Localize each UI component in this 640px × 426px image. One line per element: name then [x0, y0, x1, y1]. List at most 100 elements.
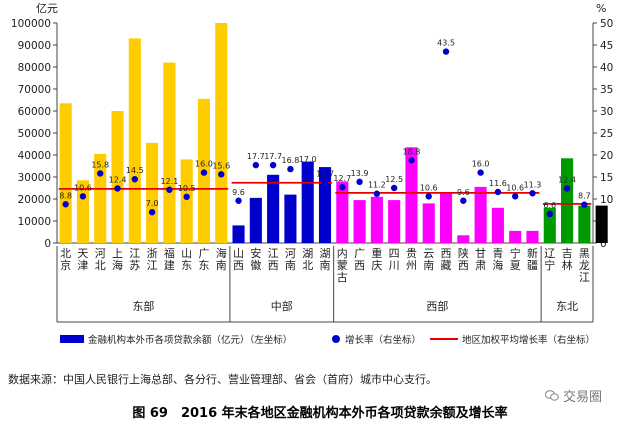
category-label: 重 — [371, 246, 382, 260]
growth-dot — [339, 183, 346, 191]
bar — [422, 203, 435, 243]
category-label: 南 — [423, 259, 434, 272]
legend-dot-swatch — [332, 335, 340, 343]
growth-label: 8.8 — [59, 191, 72, 200]
category-label: 西 — [354, 259, 365, 272]
right-tick-label: 40 — [600, 62, 613, 74]
left-tick-label: 0 — [44, 238, 51, 250]
growth-label: 12.1 — [160, 177, 178, 186]
growth-label: 11.6 — [489, 179, 507, 188]
growth-label: 8.7 — [578, 192, 591, 201]
bar — [163, 62, 176, 243]
bar — [284, 194, 297, 243]
bar — [561, 158, 574, 243]
legend-line-swatch — [430, 338, 458, 340]
bar — [405, 147, 418, 243]
legend-bar-label: 金融机构本外币各项贷款余额（亿元）（左坐标） — [88, 335, 293, 346]
left-tick-label: 20000 — [18, 194, 51, 206]
growth-label: 10.6 — [506, 183, 524, 192]
bar — [318, 167, 332, 243]
bar — [128, 38, 141, 244]
right-tick-label: 15 — [600, 172, 613, 184]
category-label: 海 — [216, 246, 227, 260]
category-label: 西 — [458, 259, 469, 272]
category-label: 广 — [198, 247, 209, 260]
category-label: 吉 — [562, 247, 573, 260]
left-tick-label: 80000 — [18, 62, 51, 74]
growth-dot — [252, 161, 260, 169]
category-label: 河 — [95, 247, 106, 260]
bar — [249, 197, 262, 243]
growth-label: 10.6 — [420, 183, 438, 192]
category-label: 云 — [423, 247, 434, 260]
category-label: 江 — [579, 271, 590, 284]
category-label: 津 — [77, 259, 88, 272]
category-label: 河 — [285, 247, 296, 260]
growth-label: 6.6 — [543, 201, 556, 210]
growth-dot — [166, 186, 173, 193]
category-label: 北 — [302, 259, 313, 272]
growth-label: 12.4 — [109, 175, 127, 184]
category-label: 京 — [60, 258, 71, 272]
source-note: 数据来源：中国人民银行上海总部、各分行、营业管理部、省会（首府）城市中心支行。 — [8, 373, 437, 386]
category-label: 天 — [77, 247, 88, 260]
category-label: 南 — [216, 259, 227, 272]
growth-label: 12.7 — [333, 174, 351, 183]
category-label: 夏 — [510, 259, 521, 272]
growth-label: 15.6 — [212, 161, 230, 170]
category-label: 辽 — [544, 247, 555, 260]
right-tick-label: 30 — [600, 106, 613, 118]
growth-label: 11.2 — [368, 181, 386, 190]
figure-caption: 图 69 2016 年末各地区金融机构本外币各项贷款余额及增长率 — [132, 406, 508, 421]
growth-dot — [97, 170, 104, 177]
growth-dot — [581, 201, 588, 208]
growth-label: 17.0 — [299, 155, 317, 164]
growth-dot — [235, 197, 242, 204]
growth-dot — [390, 184, 398, 192]
category-label: 南 — [285, 259, 296, 272]
category-label: 贵 — [406, 247, 417, 260]
category-label: 江 — [268, 247, 279, 260]
growth-dot — [269, 161, 277, 169]
growth-dot — [131, 176, 139, 183]
growth-dot — [62, 201, 69, 208]
category-label: 内 — [337, 246, 348, 260]
bar — [578, 205, 591, 243]
category-label: 徽 — [250, 258, 261, 272]
growth-dot — [425, 193, 432, 200]
wechat-icon — [545, 390, 559, 401]
growth-dot — [200, 169, 208, 176]
category-label: 蒙 — [337, 259, 348, 272]
bar — [59, 103, 72, 243]
growth-dot — [460, 197, 467, 204]
category-label: 川 — [389, 259, 400, 272]
right-tick-label: 20 — [600, 150, 613, 162]
category-label: 浙 — [147, 247, 158, 260]
watermark: 交易圈 — [545, 386, 602, 405]
bar — [146, 142, 159, 243]
growth-label: 15.8 — [91, 160, 109, 169]
region-label: 东部 — [132, 299, 154, 313]
category-label: 江 — [147, 259, 158, 272]
growth-dot — [546, 210, 553, 218]
growth-label: 16.0 — [195, 160, 213, 169]
region-label: 中部 — [271, 299, 293, 313]
bar — [526, 230, 539, 243]
category-label: 广 — [354, 247, 365, 260]
growth-dot — [373, 190, 381, 197]
category-label: 疆 — [527, 259, 538, 272]
bar — [370, 196, 383, 243]
left-tick-label: 60000 — [18, 106, 51, 118]
bar — [111, 111, 124, 243]
category-label: 古 — [337, 271, 348, 284]
category-label: 甘 — [475, 247, 486, 260]
growth-label: 13.7 — [316, 170, 334, 179]
left-tick-label: 40000 — [18, 150, 51, 162]
bar — [232, 225, 245, 243]
left-axis-unit: 亿元 — [36, 2, 58, 15]
category-label: 东 — [181, 259, 192, 272]
category-label: 上 — [112, 247, 123, 260]
growth-label: 17.7 — [247, 152, 265, 161]
category-label: 福 — [164, 246, 175, 260]
legend-line-item: 地区加权平均增长率（右坐标） — [430, 332, 595, 346]
